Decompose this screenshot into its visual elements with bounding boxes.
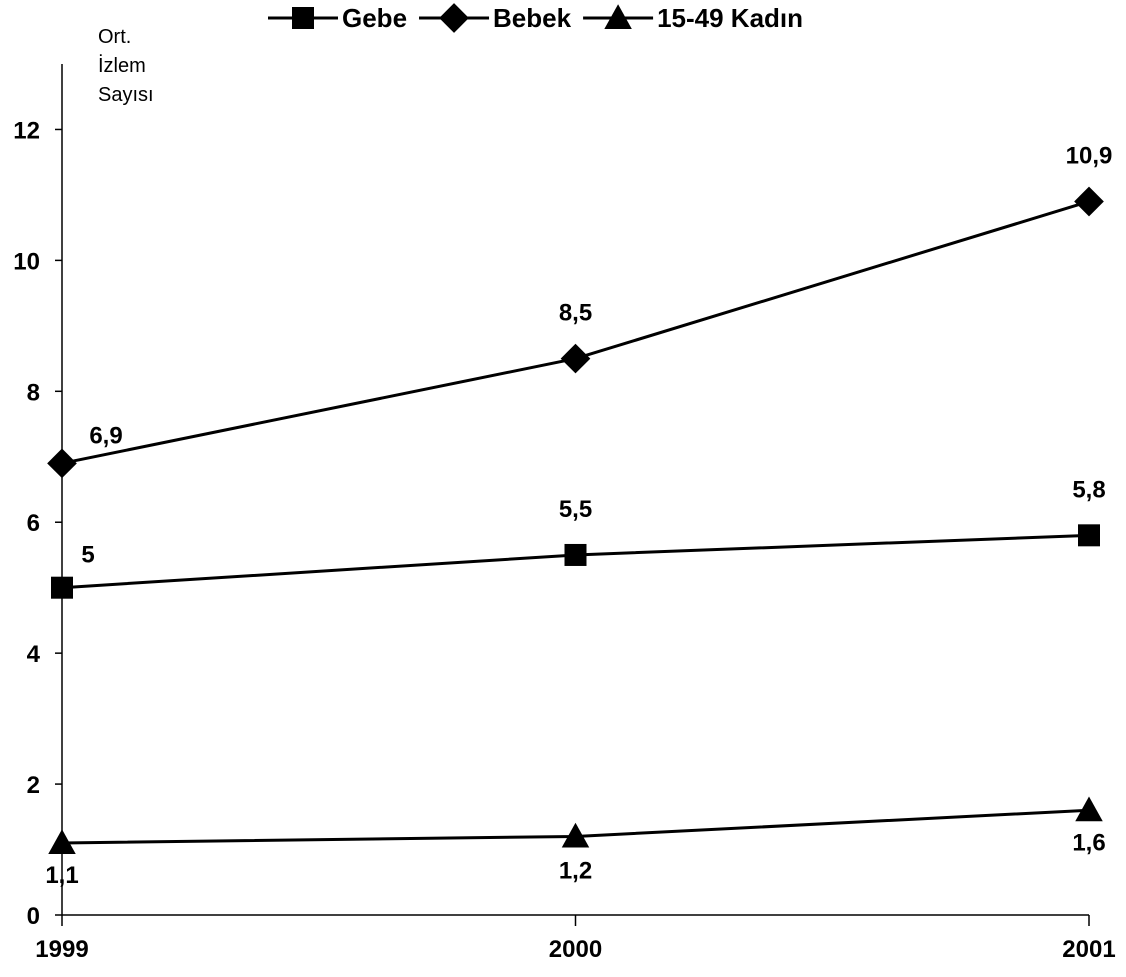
data-label-bebek: 8,5: [559, 300, 592, 327]
data-label-gebe: 5,8: [1072, 476, 1105, 503]
y-axis-label-line-2: İzlem: [98, 54, 146, 77]
data-label-bebek: 6,9: [89, 422, 122, 449]
x-tick-label: 2000: [549, 936, 602, 963]
data-point-15-49-kad-n: [48, 829, 76, 854]
y-tick-label: 6: [27, 510, 40, 537]
y-tick-label: 10: [13, 248, 40, 275]
legend-marker-15-49-kad-n: [604, 4, 632, 29]
axes: 0 2 4 6 8 10 12 1999 2000 2001: [13, 64, 1116, 963]
y-axis-label-line-1: Ort.: [98, 26, 131, 48]
data-point-bebek: [1074, 186, 1104, 217]
data-point-gebe: [51, 576, 73, 599]
data-point-bebek: [560, 343, 591, 374]
data-label-15-49-kad-n: 1,1: [45, 862, 78, 889]
y-tick-label: 12: [13, 117, 40, 144]
x-tick-label: 1999: [35, 936, 88, 963]
data-label-bebek: 10,9: [1066, 142, 1113, 169]
data-label-15-49-kad-n: 1,6: [1072, 829, 1105, 856]
legend-label-15-49-kad-n: 15-49 Kadın: [657, 3, 803, 33]
x-tick-label: 2001: [1062, 936, 1115, 963]
data-label-gebe: 5,5: [559, 496, 592, 523]
y-axis-label-line-3: Sayısı: [98, 84, 154, 106]
y-tick-label: 4: [27, 641, 41, 668]
legend-marker-gebe: [292, 7, 314, 29]
y-axis-label: Ort. İzlem Sayısı: [98, 26, 154, 106]
legend-label-gebe: Gebe: [342, 3, 407, 33]
y-tick-label: 8: [27, 379, 40, 406]
data-label-gebe: 5: [81, 542, 94, 569]
data-point-gebe: [1078, 524, 1100, 547]
legend-marker-bebek: [439, 3, 469, 33]
y-tick-label: 2: [27, 772, 40, 799]
legend: Gebe Bebek 15-49 Kadın: [268, 3, 803, 33]
y-tick-label: 0: [27, 903, 40, 930]
data-point-15-49-kad-n: [561, 822, 590, 848]
data-point-15-49-kad-n: [1075, 796, 1103, 822]
series-line-bebek: [61, 200, 1090, 465]
series-group: [47, 186, 1104, 854]
data-point-bebek: [47, 448, 77, 479]
legend-label-bebek: Bebek: [493, 3, 572, 33]
data-label-15-49-kad-n: 1,2: [559, 857, 592, 884]
data-labels: 5 5,5 5,8 6,9 8,5 10,9 1,1 1,2 1,6: [45, 142, 1112, 889]
data-point-gebe: [564, 543, 587, 566]
